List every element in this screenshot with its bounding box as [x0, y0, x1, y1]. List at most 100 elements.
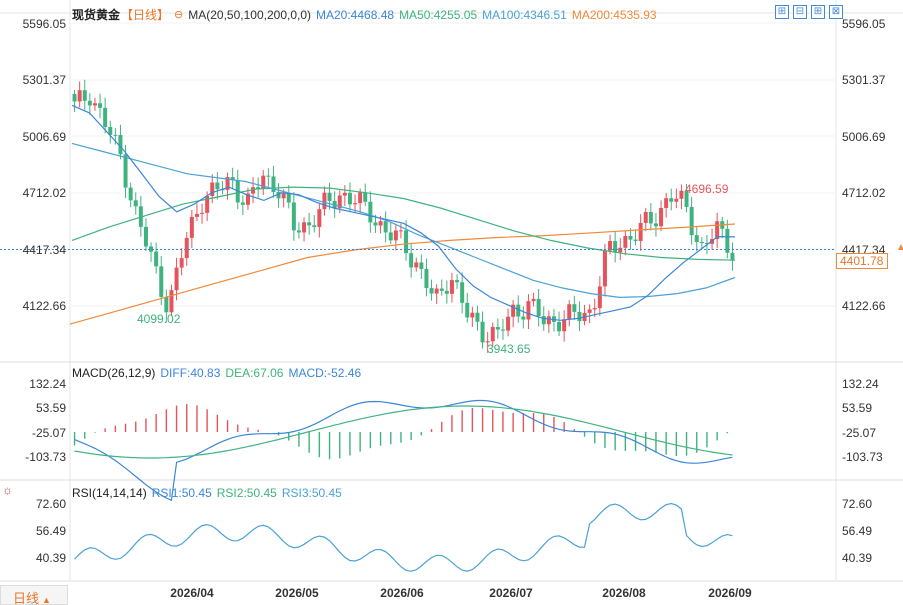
- rsi-legend: RSI(14,14,14) RSI1:50.45 RSI2:50.45 RSI3…: [72, 486, 342, 500]
- ma200-line: [69, 223, 736, 325]
- candle-body: [567, 304, 572, 320]
- main-legend: 现货黄金 【日线】 ⊖ MA(20,50,100,200,0,0) MA20:4…: [72, 6, 657, 23]
- ma20-line: [71, 104, 736, 321]
- candle-body: [495, 326, 500, 330]
- candle-body: [128, 187, 133, 201]
- macd-panel: [73, 399, 733, 502]
- candle-body: [118, 134, 123, 155]
- x-tick-label: 2026/08: [602, 586, 646, 600]
- macd-legend: MACD(26,12,9) DIFF:40.83 DEA:67.06 MACD:…: [72, 366, 361, 380]
- expand-icon[interactable]: ⊞: [811, 5, 825, 19]
- candle-body: [587, 309, 592, 313]
- candle-body: [404, 230, 409, 254]
- candle-body: [205, 195, 210, 213]
- macd-tick-left: -25.07: [31, 426, 66, 440]
- x-tick-label: 2026/06: [380, 586, 424, 600]
- macd-tick-right: 132.24: [842, 377, 879, 391]
- candle-body: [679, 190, 684, 199]
- candle-body: [261, 175, 266, 189]
- candle-body: [511, 304, 516, 317]
- candle-body: [286, 193, 291, 203]
- price-tick-left: 4712.02: [22, 186, 66, 200]
- ma50-line: [71, 142, 736, 299]
- candle-body: [72, 93, 77, 102]
- candle-body: [200, 212, 205, 214]
- candle-body: [633, 239, 638, 241]
- candle-body: [449, 280, 454, 294]
- candle-body: [108, 127, 113, 135]
- candle-body: [302, 222, 307, 233]
- macd-dea-line: [74, 405, 733, 459]
- candle-body: [669, 198, 674, 202]
- candle-body: [730, 252, 735, 261]
- x-tick-label: 2026/04: [170, 586, 214, 600]
- candle-body: [251, 187, 256, 194]
- price-tick-left: 4417.34: [22, 243, 66, 257]
- candle-body: [291, 202, 296, 231]
- period-label[interactable]: 【日线】: [121, 8, 170, 22]
- candle-body: [490, 326, 495, 342]
- settings-icon[interactable]: ⊖: [174, 9, 184, 21]
- candle-body: [337, 195, 342, 209]
- candle-body: [526, 301, 531, 320]
- candle-body: [87, 100, 92, 106]
- candle-body: [230, 177, 235, 181]
- candle-body: [704, 242, 709, 244]
- candle-body: [597, 286, 602, 309]
- candle-body: [353, 203, 358, 205]
- candle-body: [296, 230, 301, 233]
- sun-icon[interactable]: ☼: [2, 483, 13, 497]
- candle-body: [358, 192, 363, 204]
- rsi2-value: RSI2:50.45: [216, 486, 277, 500]
- moving-average-lines: [69, 104, 736, 325]
- candle-body: [194, 213, 199, 217]
- candle-body: [307, 222, 312, 226]
- candle-body: [541, 316, 546, 325]
- candle-body: [715, 221, 720, 240]
- x-tick-label: 2026/09: [708, 586, 752, 600]
- current-price-tag: 4401.78: [836, 253, 888, 269]
- candle-body: [419, 262, 424, 269]
- price-tick-left: 5596.05: [22, 17, 66, 31]
- zoom-out-icon[interactable]: ⊟: [793, 5, 807, 19]
- period-tab[interactable]: 日线 ▲: [0, 585, 68, 605]
- candle-body: [189, 216, 194, 238]
- rsi-line: [74, 502, 733, 572]
- price-tick-left: 4122.66: [22, 299, 66, 313]
- candle-body: [276, 192, 281, 199]
- candle-body: [475, 312, 480, 322]
- candle-body: [154, 251, 159, 267]
- candle-body: [159, 266, 164, 297]
- price-tick-right: 5006.69: [842, 130, 886, 144]
- candle-body: [179, 258, 184, 268]
- diff-value: DIFF:40.83: [160, 366, 221, 380]
- candle-body: [648, 211, 653, 224]
- candle-body: [699, 242, 704, 244]
- macd-tick-right: 53.59: [842, 401, 873, 415]
- macd-value: MACD:-52.46: [288, 366, 362, 380]
- macd-tick-left: 132.24: [29, 377, 66, 391]
- price-tick-left: 5006.69: [22, 130, 66, 144]
- ma-label: MA(20,50,100,200,0,0): [188, 7, 311, 22]
- candle-body: [602, 250, 607, 287]
- candle-body: [664, 198, 669, 208]
- candle-body: [643, 211, 648, 223]
- candle-body: [516, 304, 521, 317]
- candle-body: [536, 298, 541, 317]
- candle-body: [169, 290, 174, 313]
- candle-body: [281, 193, 286, 199]
- candle-body: [184, 237, 189, 259]
- candle-body: [557, 321, 562, 332]
- candle-body: [210, 182, 215, 196]
- ma200-value: MA200:4535.93: [571, 7, 657, 22]
- candle-body: [480, 321, 485, 343]
- close-icon[interactable]: ⊠: [829, 5, 843, 19]
- price-tick-right: 5301.37: [842, 73, 886, 87]
- candle-body: [327, 192, 332, 201]
- zoom-in-icon[interactable]: ⊞: [775, 5, 789, 19]
- macd-tick-left: 53.59: [35, 401, 66, 415]
- rsi-panel: [74, 502, 733, 572]
- candle-body: [608, 241, 613, 251]
- candle-body: [103, 107, 108, 128]
